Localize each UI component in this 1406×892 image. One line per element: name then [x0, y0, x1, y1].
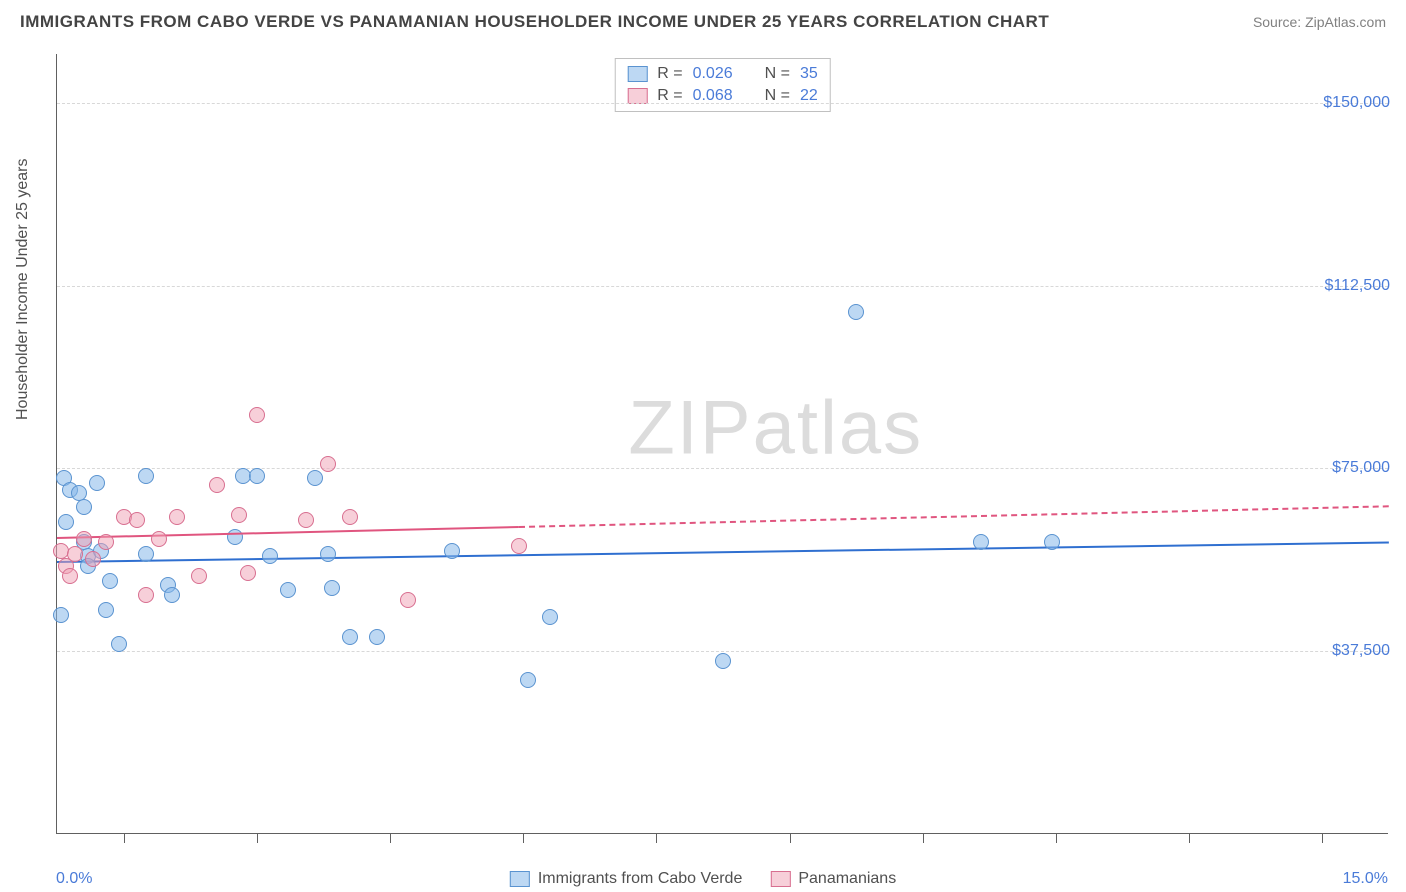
gridline — [57, 103, 1388, 104]
data-point — [71, 485, 87, 501]
x-tick — [1056, 833, 1057, 843]
legend-r-value: 0.026 — [693, 65, 733, 83]
x-axis-min-label: 0.0% — [56, 870, 92, 888]
data-point — [280, 582, 296, 598]
x-tick — [1322, 833, 1323, 843]
data-point — [98, 534, 114, 550]
data-point — [67, 546, 83, 562]
trend-line — [57, 526, 519, 539]
data-point — [1044, 534, 1060, 550]
data-point — [209, 477, 225, 493]
legend-item: Immigrants from Cabo Verde — [510, 870, 743, 888]
x-tick — [1189, 833, 1190, 843]
data-point — [231, 507, 247, 523]
legend-swatch — [510, 871, 530, 887]
data-point — [169, 509, 185, 525]
x-axis-max-label: 15.0% — [1343, 870, 1388, 888]
data-point — [511, 538, 527, 554]
trend-line — [519, 505, 1389, 528]
data-point — [249, 407, 265, 423]
data-point — [240, 565, 256, 581]
data-point — [164, 587, 180, 603]
data-point — [400, 592, 416, 608]
data-point — [262, 548, 278, 564]
data-point — [848, 304, 864, 320]
data-point — [151, 531, 167, 547]
x-tick — [257, 833, 258, 843]
source-attribution: Source: ZipAtlas.com — [1253, 14, 1386, 30]
data-point — [227, 529, 243, 545]
data-point — [307, 470, 323, 486]
data-point — [324, 580, 340, 596]
data-point — [191, 568, 207, 584]
scatter-plot-area: ZIPatlas R =0.026N =35R =0.068N =22 — [56, 54, 1388, 834]
gridline — [57, 286, 1388, 287]
data-point — [62, 568, 78, 584]
trend-line — [57, 542, 1389, 563]
x-tick — [390, 833, 391, 843]
data-point — [298, 512, 314, 528]
data-point — [85, 551, 101, 567]
data-point — [58, 514, 74, 530]
legend-row: R = 0.026 N = 35 — [623, 63, 822, 85]
legend-n-label: N = — [765, 65, 790, 83]
y-tick-label: $112,500 — [1324, 277, 1390, 295]
x-tick — [124, 833, 125, 843]
legend-n-value: 35 — [800, 65, 818, 83]
data-point — [138, 468, 154, 484]
x-tick — [523, 833, 524, 843]
watermark: ZIPatlas — [628, 384, 923, 471]
data-point — [249, 468, 265, 484]
data-point — [520, 672, 536, 688]
data-point — [129, 512, 145, 528]
x-tick — [656, 833, 657, 843]
data-point — [715, 653, 731, 669]
data-point — [138, 587, 154, 603]
y-tick-label: $150,000 — [1323, 94, 1390, 112]
legend-swatch — [627, 66, 647, 82]
data-point — [342, 629, 358, 645]
data-point — [76, 531, 92, 547]
data-point — [138, 546, 154, 562]
chart-title: IMMIGRANTS FROM CABO VERDE VS PANAMANIAN… — [20, 12, 1049, 32]
legend-swatch — [627, 88, 647, 104]
data-point — [76, 499, 92, 515]
legend-swatch — [770, 871, 790, 887]
x-tick — [923, 833, 924, 843]
data-point — [320, 546, 336, 562]
y-tick-label: $75,000 — [1332, 459, 1390, 477]
legend-r-label: R = — [657, 65, 682, 83]
data-point — [369, 629, 385, 645]
data-point — [320, 456, 336, 472]
x-tick — [790, 833, 791, 843]
data-point — [53, 607, 69, 623]
data-point — [111, 636, 127, 652]
data-point — [98, 602, 114, 618]
series-legend: Immigrants from Cabo Verde Panamanians — [510, 870, 896, 888]
y-axis-label: Householder Income Under 25 years — [14, 159, 32, 420]
chart-header: IMMIGRANTS FROM CABO VERDE VS PANAMANIAN… — [0, 0, 1406, 40]
legend-item: Panamanians — [770, 870, 896, 888]
data-point — [102, 573, 118, 589]
data-point — [973, 534, 989, 550]
legend-series-label: Immigrants from Cabo Verde — [538, 870, 743, 888]
correlation-legend: R =0.026N =35R =0.068N =22 — [614, 58, 831, 112]
legend-series-label: Panamanians — [798, 870, 896, 888]
y-tick-label: $37,500 — [1332, 642, 1390, 660]
data-point — [444, 543, 460, 559]
data-point — [89, 475, 105, 491]
data-point — [342, 509, 358, 525]
data-point — [542, 609, 558, 625]
